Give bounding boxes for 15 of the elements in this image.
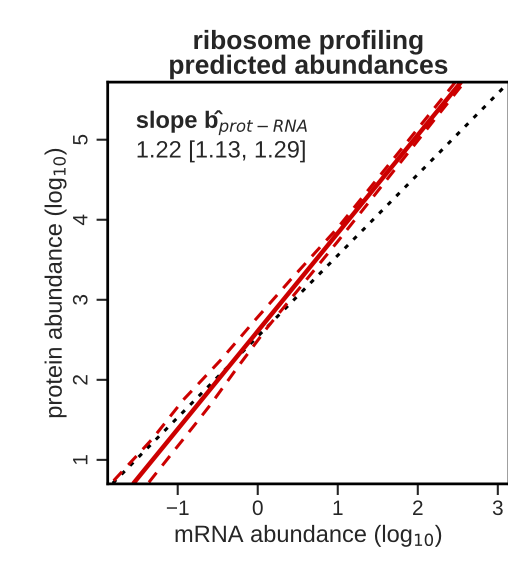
x-tick-label: 0 <box>252 500 263 516</box>
y-tick-label: 5 <box>73 134 88 145</box>
x-tick-label: 3 <box>492 500 503 516</box>
x-tick-label: −1 <box>166 500 189 515</box>
x-tick-label: 1 <box>334 500 343 515</box>
x-tick-label: 2 <box>413 500 423 515</box>
annotation: 1.22 [1.13, 1.29] <box>138 140 305 162</box>
x-axis-title: mRNA abundance (log$_{10}$) <box>176 524 442 547</box>
y-axis-title: protein abundance (log$_{10}$) <box>44 148 67 418</box>
y-tick-label: 3 <box>72 294 88 305</box>
y-tick-label: 4 <box>73 214 88 226</box>
y-tick-label: 1 <box>73 455 88 464</box>
annotation: slope b̂$_{prot−RNA}$ <box>136 110 307 136</box>
chart-title: ribosome profiling predicted abundances <box>170 30 448 80</box>
y-tick-label: 2 <box>72 375 88 385</box>
